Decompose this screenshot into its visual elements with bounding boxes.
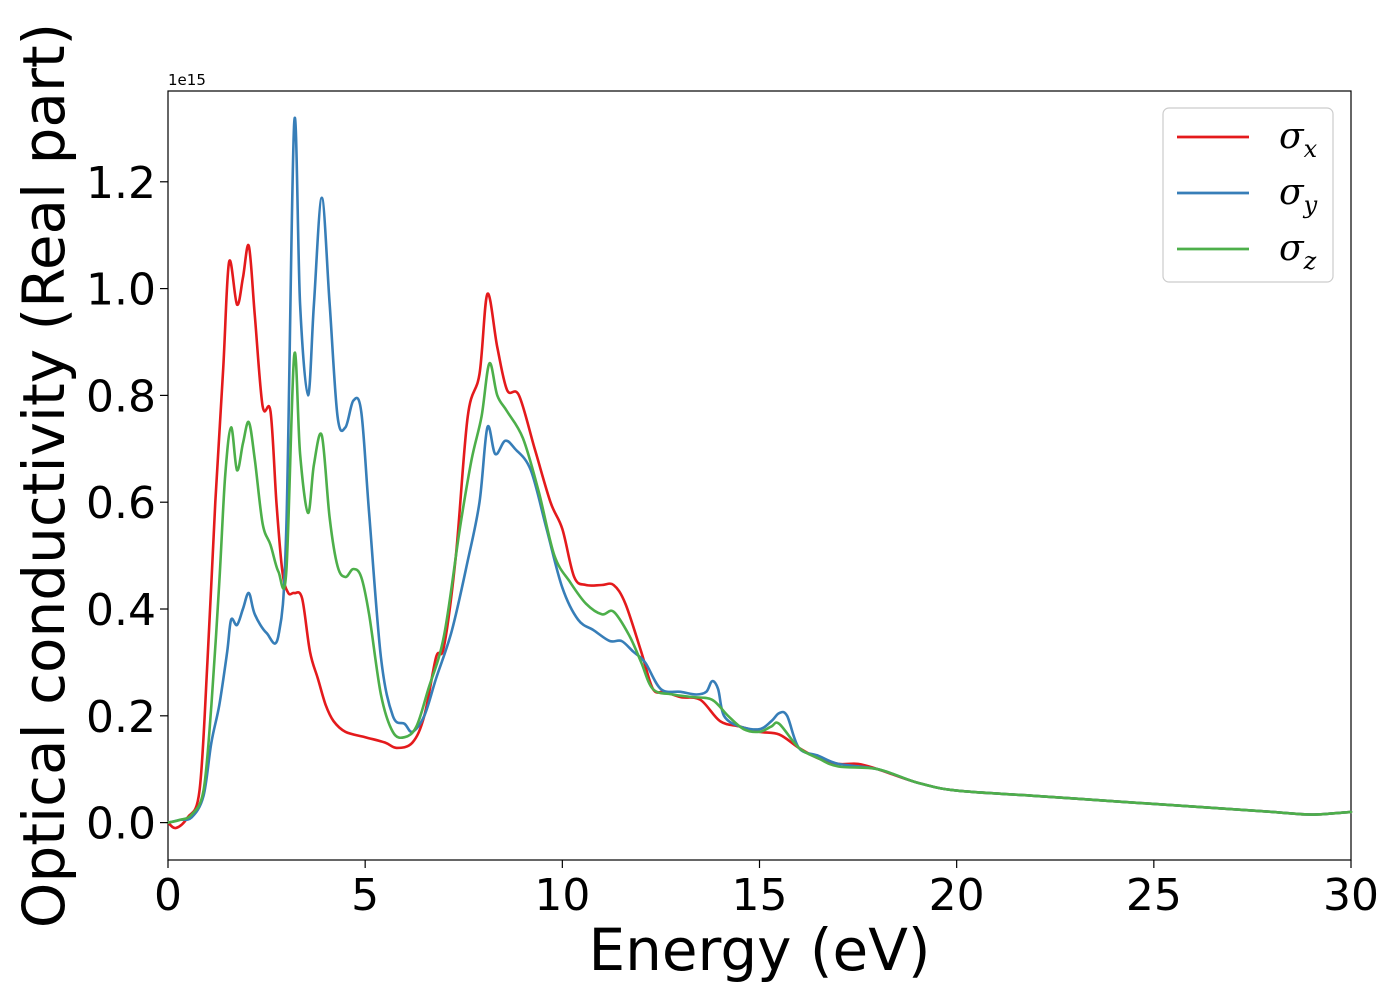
x-tick-label: 5 bbox=[351, 870, 379, 921]
y-tick-label: 1.2 bbox=[86, 158, 156, 209]
y-axis: 0.0 0.2 0.4 0.6 0.8 1.0 1.2 bbox=[86, 158, 168, 850]
x-tick-label: 20 bbox=[929, 870, 985, 921]
x-axis: 0 5 10 15 20 25 30 bbox=[154, 860, 1379, 921]
series-line-sigma-z bbox=[166, 351, 1353, 824]
series-line-sigma-y bbox=[166, 116, 1353, 824]
y-tick-label: 1.0 bbox=[86, 265, 156, 316]
y-tick-label: 0.8 bbox=[86, 371, 156, 422]
x-tick-label: 10 bbox=[534, 870, 590, 921]
x-tick-label: 25 bbox=[1126, 870, 1182, 921]
x-tick-label: 15 bbox=[732, 870, 788, 921]
x-axis-label: Energy (eV) bbox=[588, 916, 930, 984]
series-layer bbox=[166, 116, 1353, 830]
y-tick-label: 0.0 bbox=[86, 799, 156, 850]
series-line-sigma-x bbox=[166, 243, 1353, 830]
y-offset-label: 1e15 bbox=[168, 71, 206, 89]
y-tick-label: 0.4 bbox=[86, 585, 156, 636]
legend-box bbox=[1162, 107, 1334, 283]
y-tick-label: 0.6 bbox=[86, 478, 156, 529]
y-tick-label: 0.2 bbox=[86, 692, 156, 743]
legend-label-sigma-z: σz bbox=[1279, 228, 1317, 275]
x-tick-label: 30 bbox=[1323, 870, 1379, 921]
y-axis-label: Optical conductivity (Real part) bbox=[10, 23, 78, 928]
x-tick-label: 0 bbox=[154, 870, 182, 921]
